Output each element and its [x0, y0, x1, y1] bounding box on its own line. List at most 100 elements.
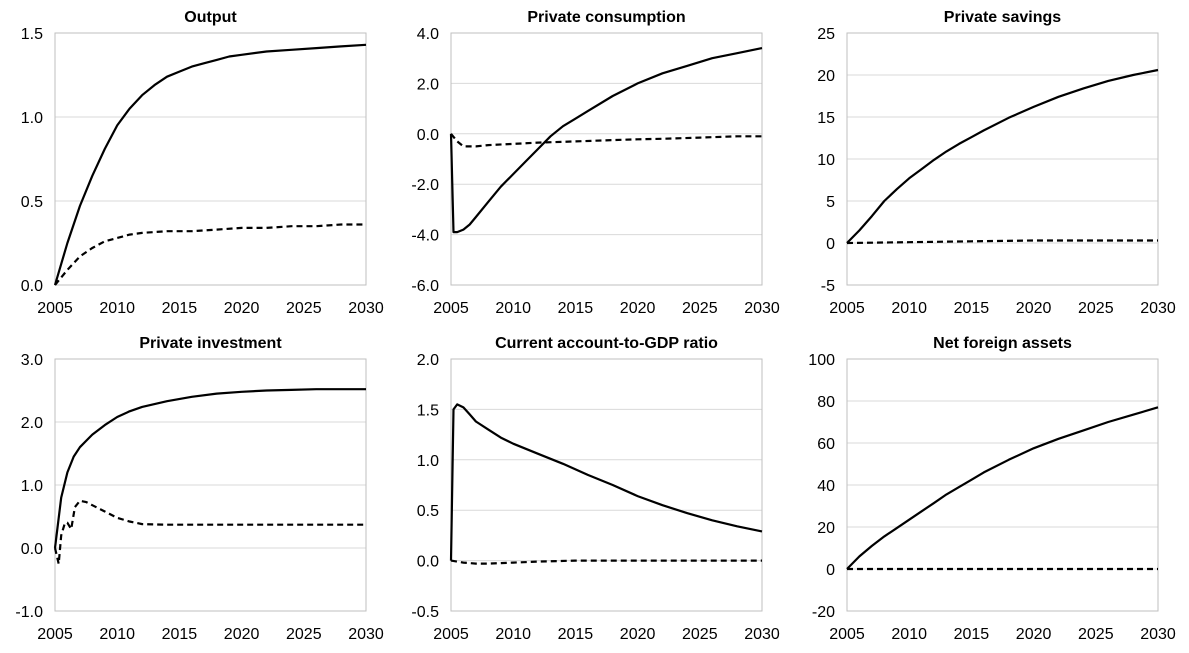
y-tick-label: 80	[817, 394, 835, 411]
plot-area	[54, 32, 367, 286]
series-line-dashed	[450, 559, 762, 565]
x-tick-label: 2015	[954, 300, 990, 317]
x-tick-label: 2030	[348, 300, 384, 317]
chart-panel-private-savings: -5 0 5 10 15 20 25 2005 2010 2015 2020 2025 2030 Priv…	[792, 0, 1188, 326]
x-tick-label: 2025	[682, 300, 718, 317]
x-tick-label: 2005	[37, 626, 73, 643]
chart-panel-current-account: -0.5 0.0 0.5 1.0 1.5 2.0 2005 2010 2015 2020 2025 2…	[396, 326, 792, 652]
y-tick-label: 0.0	[417, 554, 439, 571]
series-line-solid	[449, 403, 763, 561]
chart-panel-output: 0.0 0.5 1.0 1.5 2005 2010 2015 2020 2025 2030 Outp…	[0, 0, 396, 326]
chart-title: Net foreign assets	[933, 335, 1072, 352]
x-tick-label: 2010	[891, 300, 927, 317]
x-tick-label: 2030	[1140, 626, 1176, 643]
x-tick-label: 2015	[162, 300, 198, 317]
y-tick-label: -0.5	[411, 604, 439, 621]
x-tick-label: 2025	[286, 626, 322, 643]
x-tick-label: 2005	[829, 300, 865, 317]
y-tick-label: 4.0	[417, 26, 439, 43]
x-tick-label: 2020	[224, 300, 260, 317]
x-tick-label: 2030	[744, 300, 780, 317]
x-tick-label: 2020	[1016, 626, 1052, 643]
x-tick-label: 2015	[954, 626, 990, 643]
y-tick-label: 1.5	[417, 402, 439, 419]
y-tick-label: 1.0	[21, 478, 43, 495]
series-line-solid	[53, 388, 366, 549]
y-tick-label: 0.5	[21, 194, 43, 211]
y-tick-label: 0	[826, 562, 835, 579]
x-tick-label: 2030	[1140, 300, 1176, 317]
x-tick-label: 2015	[558, 300, 594, 317]
plot-area	[450, 358, 763, 612]
chart-title: Private savings	[944, 9, 1062, 26]
y-tick-label: -5	[821, 278, 835, 295]
chart-panel-net-foreign-assets: -20 0 20 40 60 80 100 2005 2010 2015 2020 2025 2030 N…	[792, 326, 1188, 652]
x-tick-label: 2030	[348, 626, 384, 643]
y-tick-label: 0	[826, 236, 835, 253]
x-tick-label: 2020	[620, 626, 656, 643]
y-tick-label: 0.5	[417, 503, 439, 520]
plot-area	[450, 32, 763, 286]
y-tick-label: 1.0	[417, 453, 439, 470]
y-tick-label: 1.0	[21, 110, 43, 127]
y-tick-label: 5	[826, 194, 835, 211]
y-tick-label: -2.0	[411, 177, 439, 194]
x-tick-label: 2025	[1078, 300, 1114, 317]
chart-svg: -6.0 -4.0 -2.0 0.0 2.0 4.0 2005 2010 2015 2020 202…	[411, 9, 780, 317]
y-tick-label: 20	[817, 68, 835, 85]
x-tick-label: 2015	[162, 626, 198, 643]
x-tick-label: 2010	[99, 626, 135, 643]
x-tick-label: 2020	[1016, 300, 1052, 317]
x-tick-label: 2010	[891, 626, 927, 643]
y-tick-label: -6.0	[411, 278, 439, 295]
chart-svg: -20 0 20 40 60 80 100 2005 2010 2015 2020 2025 2030 N…	[808, 335, 1176, 643]
x-tick-label: 2025	[286, 300, 322, 317]
x-tick-label: 2020	[224, 626, 260, 643]
y-tick-label: 60	[817, 436, 835, 453]
series-line-dashed	[450, 133, 762, 148]
y-tick-label: 2.0	[21, 415, 43, 432]
x-tick-label: 2020	[620, 300, 656, 317]
y-tick-label: 40	[817, 478, 835, 495]
y-tick-label: 10	[817, 152, 835, 169]
x-tick-label: 2015	[558, 626, 594, 643]
chart-svg: -0.5 0.0 0.5 1.0 1.5 2.0 2005 2010 2015 2020 2025 2…	[411, 335, 780, 643]
y-tick-label: 2.0	[417, 76, 439, 93]
y-tick-label: -1.0	[15, 604, 43, 621]
x-tick-label: 2010	[495, 626, 531, 643]
x-tick-label: 2005	[433, 626, 469, 643]
x-tick-label: 2025	[1078, 626, 1114, 643]
chart-title: Current account-to-GDP ratio	[495, 335, 718, 352]
series-line-solid	[449, 47, 763, 234]
series-line-dashed	[846, 239, 1158, 245]
plot-area	[846, 358, 1159, 612]
x-tick-label: 2030	[744, 626, 780, 643]
y-tick-label: 1.5	[21, 26, 43, 43]
chart-svg: 0.0 0.5 1.0 1.5 2005 2010 2015 2020 2025 2030 Outp…	[21, 9, 384, 317]
y-tick-label: -4.0	[411, 228, 439, 245]
x-tick-label: 2010	[99, 300, 135, 317]
chart-title: Output	[184, 9, 237, 26]
x-tick-label: 2010	[495, 300, 531, 317]
series-line-dashed	[53, 499, 366, 565]
series-line-solid	[846, 406, 1159, 570]
series-line-solid	[846, 68, 1159, 244]
chart-panel-private-consumption: -6.0 -4.0 -2.0 0.0 2.0 4.0 2005 2010 2015 2020 202…	[396, 0, 792, 326]
y-tick-label: 15	[817, 110, 835, 127]
y-tick-label: 0.0	[417, 127, 439, 144]
y-tick-label: -20	[812, 604, 835, 621]
series-line-dashed	[54, 223, 366, 286]
y-tick-label: 3.0	[21, 352, 43, 369]
y-tick-label: 25	[817, 26, 835, 43]
y-tick-label: 0.0	[21, 278, 43, 295]
x-tick-label: 2025	[682, 626, 718, 643]
chart-svg: -1.0 0.0 1.0 2.0 3.0 2005 2010 2015 2020 2025 2030…	[15, 335, 384, 643]
y-tick-label: 100	[808, 352, 835, 369]
x-tick-label: 2005	[829, 626, 865, 643]
chart-title: Private investment	[139, 335, 282, 352]
series-line-solid	[53, 43, 367, 286]
y-tick-label: 2.0	[417, 352, 439, 369]
chart-title: Private consumption	[527, 9, 685, 26]
plot-area	[54, 358, 367, 612]
